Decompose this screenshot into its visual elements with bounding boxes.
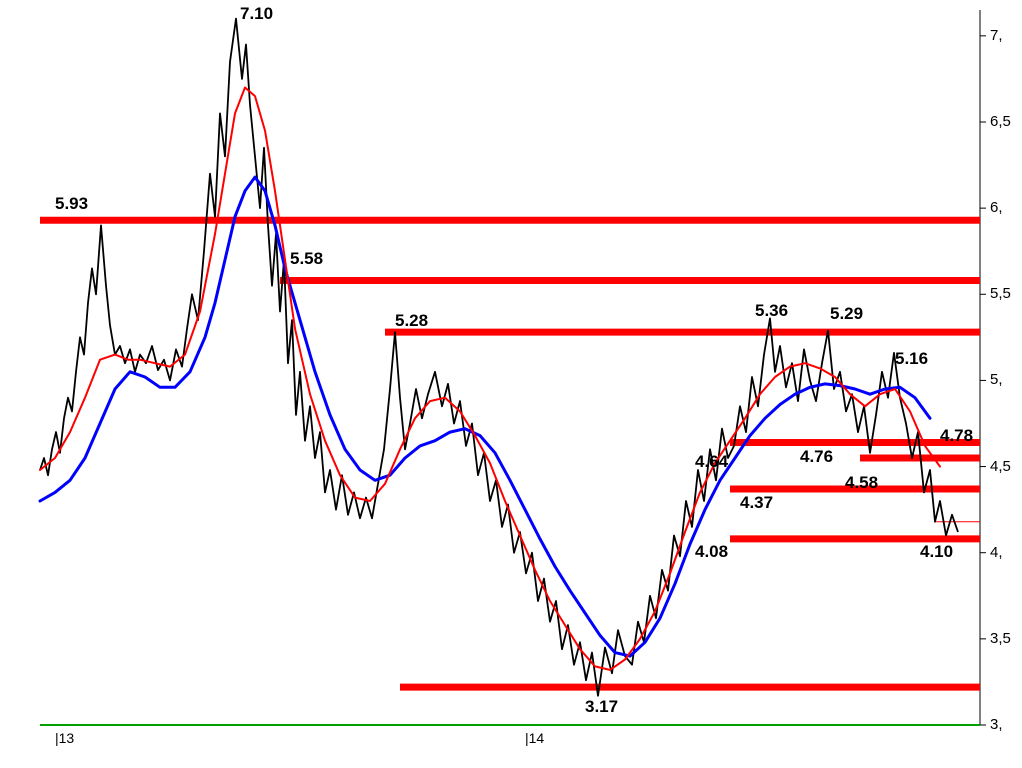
price-annotation: 5.58 xyxy=(290,249,323,269)
price-annotation: 4.08 xyxy=(695,542,728,562)
price-annotation: 7.10 xyxy=(240,4,273,24)
y-axis-tick-label: 3,5 xyxy=(990,630,1011,647)
y-axis-tick-label: 5, xyxy=(990,371,1003,388)
x-axis-label: |14 xyxy=(525,730,544,746)
y-axis-tick-label: 4,5 xyxy=(990,458,1011,475)
price-annotation: 4.64 xyxy=(695,452,728,472)
price-annotation: 4.10 xyxy=(920,542,953,562)
price-annotation: 4.58 xyxy=(845,473,878,493)
y-axis-tick-label: 7, xyxy=(990,27,1003,44)
price-annotation: 5.29 xyxy=(830,304,863,324)
x-axis-label: |13 xyxy=(55,730,74,746)
price-annotation: 5.36 xyxy=(755,301,788,321)
y-axis-tick-label: 5,5 xyxy=(990,285,1011,302)
y-axis-tick-label: 6,5 xyxy=(990,113,1011,130)
y-axis-tick-label: 6, xyxy=(990,199,1003,216)
price-annotation: 5.16 xyxy=(895,349,928,369)
price-annotation: 4.76 xyxy=(800,447,833,467)
price-annotation: 4.78 xyxy=(940,426,973,446)
price-annotation: 3.17 xyxy=(585,697,618,717)
y-axis-tick-label: 4, xyxy=(990,544,1003,561)
price-annotation: 5.28 xyxy=(395,311,428,331)
price-annotation: 5.93 xyxy=(55,194,88,214)
y-axis-tick-label: 3, xyxy=(990,716,1003,733)
price-chart xyxy=(0,0,1022,768)
price-annotation: 4.37 xyxy=(740,493,773,513)
